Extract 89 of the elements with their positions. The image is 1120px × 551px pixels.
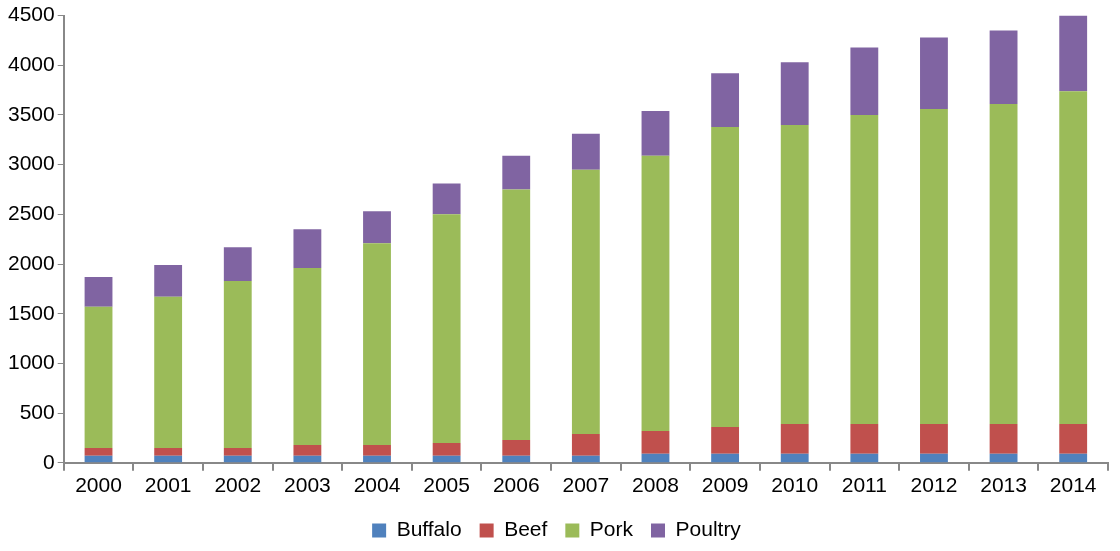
bar xyxy=(293,229,322,269)
bar xyxy=(432,183,461,215)
bar xyxy=(920,453,948,463)
legend-label: Buffalo xyxy=(396,517,462,541)
y-tick-label: 2500 xyxy=(8,201,55,225)
bar xyxy=(293,444,322,456)
bar xyxy=(780,124,809,425)
x-tick-label: 2007 xyxy=(562,473,610,497)
bar xyxy=(223,280,252,448)
bar xyxy=(502,439,531,456)
bar xyxy=(989,30,1018,105)
bar xyxy=(154,265,183,297)
bar xyxy=(363,444,391,456)
bar xyxy=(850,47,879,115)
bar xyxy=(154,296,183,448)
bar xyxy=(154,447,183,456)
x-tick-label: 2005 xyxy=(423,473,470,497)
legend-label: Poultry xyxy=(675,517,742,541)
bar xyxy=(502,189,531,440)
x-tick-label: 2003 xyxy=(284,473,331,497)
bar xyxy=(711,453,740,463)
y-tick-label: 1000 xyxy=(8,350,55,374)
bar xyxy=(84,447,113,456)
legend-label: Pork xyxy=(589,517,634,541)
bar xyxy=(641,155,670,431)
bar xyxy=(84,306,113,448)
bar xyxy=(432,455,461,463)
legend-label: Beef xyxy=(504,517,548,541)
bar xyxy=(989,453,1018,463)
bar xyxy=(293,455,322,463)
bar xyxy=(293,268,322,445)
bar xyxy=(920,109,948,425)
x-tick-label: 2000 xyxy=(75,473,122,497)
bar xyxy=(502,455,531,463)
bar xyxy=(223,447,252,456)
bar xyxy=(432,214,461,443)
bar xyxy=(641,431,670,454)
y-tick-label: 4000 xyxy=(8,52,55,76)
bar xyxy=(780,62,809,125)
bar xyxy=(989,424,1018,454)
bar xyxy=(641,111,670,156)
bar xyxy=(711,73,740,127)
bar xyxy=(223,455,252,463)
bar xyxy=(780,424,809,454)
x-tick-label: 2014 xyxy=(1049,473,1097,497)
bar xyxy=(84,276,113,307)
bar xyxy=(502,155,531,190)
x-tick-label: 2001 xyxy=(144,473,192,497)
bar xyxy=(571,455,600,463)
x-tick-label: 2009 xyxy=(701,473,749,497)
bar xyxy=(154,455,183,463)
bar xyxy=(363,455,391,463)
bar xyxy=(850,453,879,463)
bar xyxy=(571,169,600,434)
x-tick-label: 2011 xyxy=(841,473,887,497)
y-tick-label: 4500 xyxy=(8,2,55,26)
bar xyxy=(84,455,113,463)
bar xyxy=(641,453,670,463)
y-tick-label: 1500 xyxy=(8,300,55,324)
y-tick-label: 3000 xyxy=(8,151,55,175)
bar xyxy=(920,424,948,454)
bar xyxy=(571,433,600,456)
x-tick-label: 2002 xyxy=(214,473,262,497)
bar xyxy=(989,104,1018,425)
y-tick-label: 2000 xyxy=(8,250,55,274)
bar xyxy=(223,247,252,281)
x-tick-label: 2012 xyxy=(910,473,958,497)
bar xyxy=(363,243,391,445)
bar xyxy=(711,427,740,454)
bar xyxy=(850,424,879,454)
x-tick-label: 2006 xyxy=(492,473,540,497)
x-tick-label: 2010 xyxy=(771,473,819,497)
bar xyxy=(363,211,391,244)
bar xyxy=(432,442,461,456)
y-tick-label: 500 xyxy=(19,399,55,423)
bar xyxy=(1059,91,1088,425)
bar xyxy=(711,126,740,428)
bar xyxy=(1059,453,1088,463)
y-tick-label: 3500 xyxy=(8,101,55,125)
x-tick-label: 2004 xyxy=(353,473,401,497)
bar xyxy=(571,133,600,170)
bar xyxy=(850,114,879,425)
x-tick-label: 2008 xyxy=(632,473,679,497)
bar xyxy=(780,453,809,463)
bar xyxy=(1059,15,1088,92)
bar xyxy=(1059,424,1088,454)
bar xyxy=(920,37,948,110)
y-tick-label: 0 xyxy=(43,449,55,473)
x-tick-label: 2013 xyxy=(980,473,1027,497)
